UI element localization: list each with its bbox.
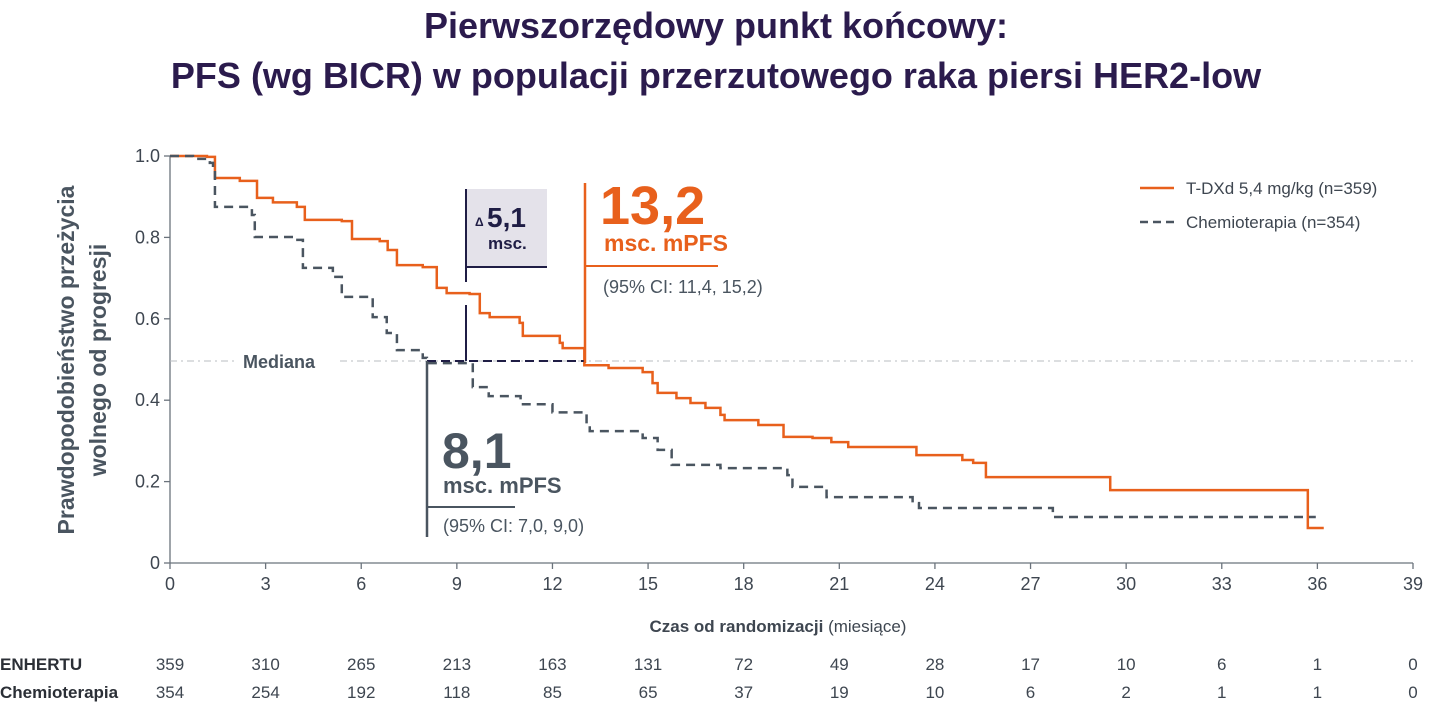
delta-unit: msc.: [488, 234, 527, 253]
chemo-median-unit: msc. mPFS: [443, 473, 562, 498]
y-tick-label: 0.2: [135, 472, 160, 492]
risk-chemo-value: 354: [156, 683, 184, 702]
y-tick-label: 0.8: [135, 227, 160, 247]
risk-enhertu-value: 359: [156, 655, 184, 674]
risk-enhertu-value: 0: [1408, 655, 1417, 674]
risk-chemo-value: 1: [1217, 683, 1226, 702]
x-axis-label: Czas od randomizacji (miesiące): [650, 617, 907, 636]
delta-value: 5,1: [487, 202, 526, 233]
risk-chemo-value: 37: [734, 683, 753, 702]
delta-box: [466, 189, 547, 267]
risk-chemo-value: 0: [1408, 683, 1417, 702]
risk-enhertu-value: 265: [347, 655, 375, 674]
x-tick-label: 27: [1021, 574, 1041, 594]
risk-chemo-value: 10: [925, 683, 944, 702]
risk-enhertu-value: 28: [925, 655, 944, 674]
risk-enhertu-value: 72: [734, 655, 753, 674]
y-axis-label-2: wolnego od progresji: [85, 244, 111, 478]
risk-chemo-value: 254: [251, 683, 279, 702]
y-tick-label: 0.6: [135, 309, 160, 329]
risk-chemo-value: 85: [543, 683, 562, 702]
risk-chemo-value: 19: [830, 683, 849, 702]
median-label-bg: [236, 348, 340, 372]
risk-chemo-value: 1: [1313, 683, 1322, 702]
y-axis-label-1: Prawdopodobieństwo przeżycia: [53, 185, 79, 534]
x-tick-label: 0: [165, 574, 175, 594]
x-tick-label: 36: [1307, 574, 1327, 594]
tdxd-median-value: 13,2: [600, 176, 705, 236]
risk-enhertu-value: 49: [830, 655, 849, 674]
y-tick-label: 0.4: [135, 390, 160, 410]
x-tick-label: 18: [734, 574, 754, 594]
risk-chemo-value: 2: [1121, 683, 1130, 702]
tdxd-median-ci: (95% CI: 11,4, 15,2): [603, 277, 763, 297]
x-tick-label: 3: [261, 574, 271, 594]
x-axis-label-rest: (miesiące): [823, 617, 906, 636]
risk-chemo-value: 6: [1026, 683, 1035, 702]
risk-enhertu-value: 10: [1117, 655, 1136, 674]
title-line-1: Pierwszorzędowy punkt końcowy:: [424, 5, 1008, 46]
x-tick-label: 39: [1403, 574, 1423, 594]
risk-chemo-value: 118: [443, 683, 470, 702]
risk-enhertu-value: 17: [1021, 655, 1040, 674]
legend-tdxd-label: T-DXd 5,4 mg/kg (n=359): [1186, 179, 1377, 198]
x-tick-label: 21: [829, 574, 849, 594]
tdxd-curve: [170, 154, 1324, 530]
title-line-2: PFS (wg BICR) w populacji przerzutowego …: [171, 55, 1262, 96]
risk-row-label-chemo: Chemioterapia: [0, 683, 119, 702]
x-tick-label: 33: [1212, 574, 1232, 594]
x-tick-label: 6: [356, 574, 366, 594]
axes: [169, 156, 1413, 564]
risk-chemo-value: 192: [347, 683, 375, 702]
x-axis-label-bold: Czas od randomizacji: [650, 617, 824, 636]
risk-enhertu-value: 1: [1313, 655, 1322, 674]
risk-enhertu-value: 163: [538, 655, 566, 674]
tdxd-median-unit: msc. mPFS: [604, 230, 728, 256]
risk-enhertu-value: 131: [634, 655, 662, 674]
legend-chemo-label: Chemioterapia (n=354): [1186, 213, 1360, 232]
y-tick-label: 0: [150, 553, 160, 573]
chemo-median-ci: (95% CI: 7,0, 9,0): [443, 516, 584, 536]
chemo-curve: [170, 154, 1316, 519]
risk-chemo-value: 65: [639, 683, 658, 702]
x-tick-label: 15: [638, 574, 658, 594]
y-tick-label: 1.0: [135, 146, 160, 166]
legend: T-DXd 5,4 mg/kg (n=359) Chemioterapia (n…: [1140, 179, 1377, 232]
x-tick-label: 12: [542, 574, 562, 594]
delta-symbol: Δ: [475, 215, 484, 229]
x-tick-label: 24: [925, 574, 945, 594]
risk-row-label-enhertu: ENHERTU: [0, 655, 82, 674]
x-tick-label: 9: [452, 574, 462, 594]
risk-enhertu-value: 310: [251, 655, 279, 674]
risk-enhertu-value: 6: [1217, 655, 1226, 674]
x-tick-label: 30: [1116, 574, 1136, 594]
median-label: Mediana: [243, 352, 316, 372]
chemo-median-value: 8,1: [442, 423, 512, 479]
risk-enhertu-value: 213: [443, 655, 471, 674]
